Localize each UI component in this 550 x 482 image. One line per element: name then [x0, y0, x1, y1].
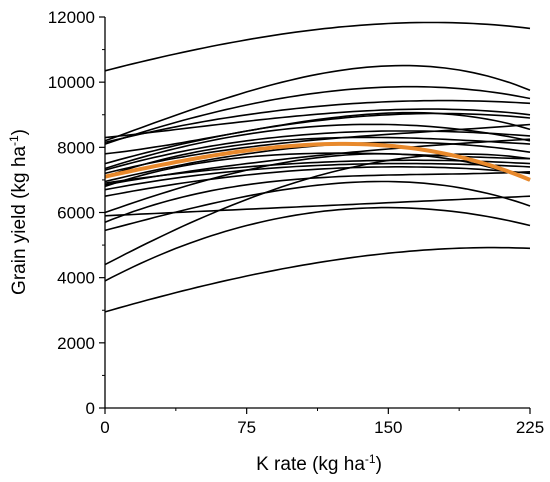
series-line-21: [104, 180, 531, 232]
mean-series-line: [104, 141, 531, 182]
series-line-1: [104, 21, 531, 72]
series-line-17: [104, 166, 531, 197]
series-line-16: [104, 162, 531, 191]
x-tick-label: 150: [374, 418, 402, 437]
y-tick-label: 8000: [57, 138, 95, 157]
series-line-5: [104, 108, 531, 139]
y-tick-label: 0: [86, 399, 95, 418]
series-line-11: [104, 136, 531, 178]
series-line-18: [104, 153, 531, 214]
series-curves: [104, 21, 531, 313]
x-axis-label: K rate (kg ha-1): [256, 452, 382, 475]
x-tick-label: 0: [100, 418, 109, 437]
x-tick-label: 225: [516, 418, 544, 437]
series-line-3: [104, 85, 531, 145]
series-line-2: [104, 64, 531, 142]
series-line-22: [104, 153, 531, 266]
x-tick-label: 75: [237, 418, 256, 437]
series-line-9: [104, 130, 531, 171]
series-line-19: [104, 171, 531, 224]
y-tick-label: 2000: [57, 334, 95, 353]
series-line-7: [104, 112, 531, 165]
series-line-23: [104, 206, 531, 282]
y-tick-label: 4000: [57, 269, 95, 288]
y-axis-label: Grain yield (kg ha-1): [7, 129, 30, 295]
series-line-6: [104, 111, 531, 155]
series-line-4: [104, 99, 531, 144]
y-tick-label: 10000: [48, 73, 95, 92]
y-tick-label: 12000: [48, 8, 95, 27]
axes: 0 2000 4000 6000 8000 10000 12000 0 75 150 225: [48, 8, 544, 437]
series-line-24: [104, 246, 531, 313]
y-tick-label: 6000: [57, 204, 95, 223]
series-line-10: [104, 123, 531, 175]
